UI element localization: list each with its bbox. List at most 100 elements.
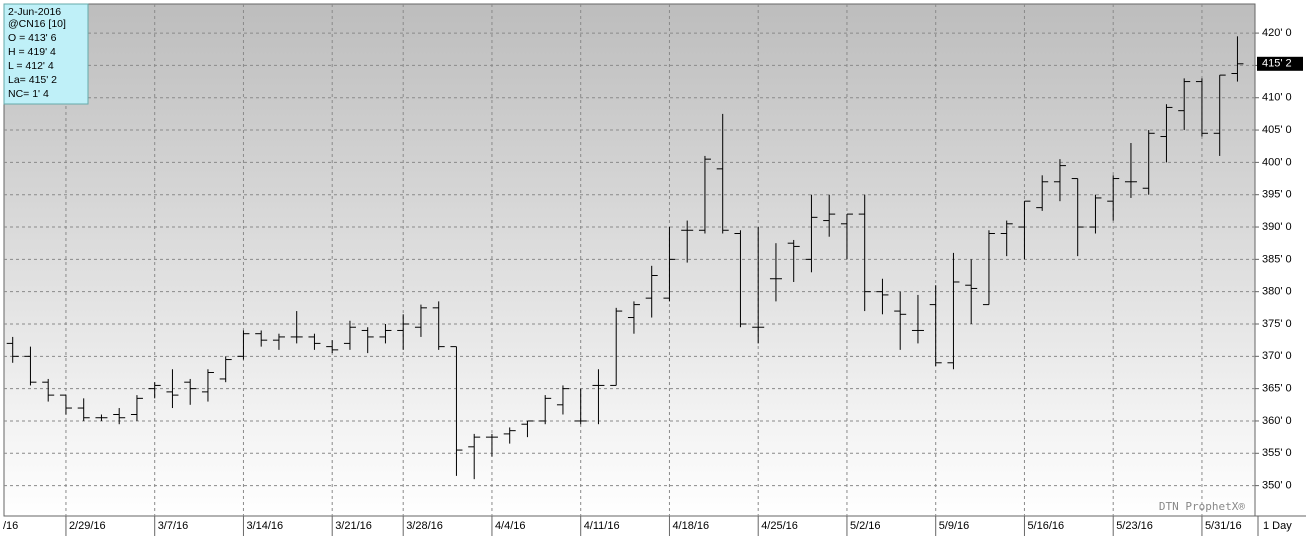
ohlc-bar xyxy=(894,291,907,350)
ohlc-bar xyxy=(272,333,285,350)
ohlc-bar xyxy=(681,220,694,263)
x-tick-label: 5/23/16 xyxy=(1116,520,1153,532)
ohlc-bar xyxy=(965,259,978,324)
x-tick-label: 4/11/16 xyxy=(584,520,620,532)
x-tick-label-fragment: /16 xyxy=(3,520,18,532)
ohlc-bar xyxy=(414,304,427,337)
info-high: H = 419' 4 xyxy=(8,46,56,58)
ohlc-bar xyxy=(787,239,800,282)
last-price-tag xyxy=(1257,56,1303,71)
ohlc-bar xyxy=(645,265,658,318)
x-tick-label: 3/21/16 xyxy=(335,520,372,532)
ohlc-bar xyxy=(77,398,90,421)
info-box: 2-Jun-2016 @CN16 [10] O = 413' 6 H = 419… xyxy=(3,3,89,105)
ohlc-bar xyxy=(1107,175,1120,221)
ohlc-bar xyxy=(42,378,55,402)
x-tick-label: 4/25/16 xyxy=(761,520,798,532)
x-tick-label: 3/28/16 xyxy=(406,520,443,532)
x-tick-label: 3/14/16 xyxy=(246,520,283,532)
ohlc-bar xyxy=(1036,175,1049,211)
ohlc-bar xyxy=(556,385,569,415)
ohlc-bar xyxy=(450,346,463,476)
x-tick-label: 5/2/16 xyxy=(850,520,881,532)
x-tick-label: 2/29/16 xyxy=(69,520,106,532)
y-tick-label: 400' 0 xyxy=(1262,156,1292,168)
ohlc-bar xyxy=(911,294,924,344)
ohlc-bar xyxy=(95,414,108,421)
ohlc-bar xyxy=(237,330,250,360)
ohlc-bar xyxy=(468,433,481,480)
ohlc-bar xyxy=(574,388,587,425)
ohlc-bar xyxy=(823,194,836,237)
ohlc-bar xyxy=(929,285,942,367)
ohlc-bar xyxy=(592,369,605,425)
info-open: O = 413' 6 xyxy=(8,32,57,44)
last-price-label: 415' 2 xyxy=(1262,58,1292,70)
ohlc-bar xyxy=(308,333,321,350)
ohlc-bar xyxy=(379,324,392,344)
ohlc-bar xyxy=(610,307,623,386)
info-date: 2-Jun-2016 xyxy=(8,6,61,18)
x-tick-label: 3/7/16 xyxy=(158,520,189,532)
x-tick-label: 5/31/16 xyxy=(1205,520,1242,532)
ohlc-bar xyxy=(876,278,889,315)
ohlc-bar xyxy=(1089,194,1102,234)
ohlc-bar xyxy=(326,340,339,354)
info-low: L = 412' 4 xyxy=(8,60,54,72)
ohlc-bar xyxy=(1231,36,1244,82)
y-tick-label: 375' 0 xyxy=(1262,318,1292,330)
y-tick-label: 420' 0 xyxy=(1262,27,1292,39)
y-tick-label: 365' 0 xyxy=(1262,383,1292,395)
x-tick-label: 4/18/16 xyxy=(672,520,709,532)
y-tick-label: 355' 0 xyxy=(1262,447,1292,459)
x-tick-label: 5/16/16 xyxy=(1027,520,1064,532)
ohlc-bar xyxy=(1160,104,1173,163)
y-tick-label: 380' 0 xyxy=(1262,286,1292,298)
ohlc-bar xyxy=(539,395,552,425)
x-tick-label: 5/9/16 xyxy=(939,520,970,532)
ohlc-bar xyxy=(432,301,445,350)
ohlc-bar xyxy=(485,433,498,457)
ohlc-bar xyxy=(947,252,960,370)
ohlc-bar xyxy=(840,213,853,260)
ohlc-bar xyxy=(858,194,871,312)
ohlc-bar xyxy=(752,227,765,344)
y-tick-label: 410' 0 xyxy=(1262,92,1292,104)
ohlc-bar xyxy=(255,330,268,347)
ohlc-bar xyxy=(982,230,995,306)
ohlc-bar xyxy=(130,395,143,421)
ohlc-bar xyxy=(397,314,410,350)
ohlc-bar xyxy=(343,320,356,350)
info-change: NC= 1' 4 xyxy=(8,88,49,100)
y-tick-label: 350' 0 xyxy=(1262,480,1292,492)
info-last: La= 415' 2 xyxy=(8,74,57,86)
ohlc-bar xyxy=(1071,178,1084,257)
y-tick-label: 360' 0 xyxy=(1262,415,1292,427)
ohlc-bar xyxy=(1000,220,1013,257)
ohlc-bar xyxy=(1213,74,1226,156)
y-tick-label: 405' 0 xyxy=(1262,124,1292,136)
ohlc-bar xyxy=(6,336,19,363)
interval-label: 1 Day xyxy=(1263,520,1292,532)
ohlc-bar xyxy=(113,408,126,425)
y-tick-label: 390' 0 xyxy=(1262,221,1292,233)
y-tick-label: 385' 0 xyxy=(1262,253,1292,265)
ohlc-bar xyxy=(1178,78,1191,131)
plot-area xyxy=(3,3,1256,517)
ohlc-bar xyxy=(734,230,747,328)
ohlc-bar xyxy=(361,327,374,354)
ohlc-bar xyxy=(148,382,161,399)
ohlc-bar xyxy=(290,311,303,344)
ohlc-bar xyxy=(663,227,676,302)
ohlc-bar xyxy=(627,301,640,334)
ohlc-bar xyxy=(166,369,179,409)
watermark: DTN ProphetX® xyxy=(1159,500,1245,513)
y-tick-label: 370' 0 xyxy=(1262,350,1292,362)
ohlc-bar xyxy=(1053,159,1066,202)
ohlc-bar xyxy=(1124,142,1137,198)
ohlc-bar xyxy=(1018,200,1031,260)
ohlc-bar xyxy=(769,243,782,302)
ohlc-bar xyxy=(201,369,214,402)
